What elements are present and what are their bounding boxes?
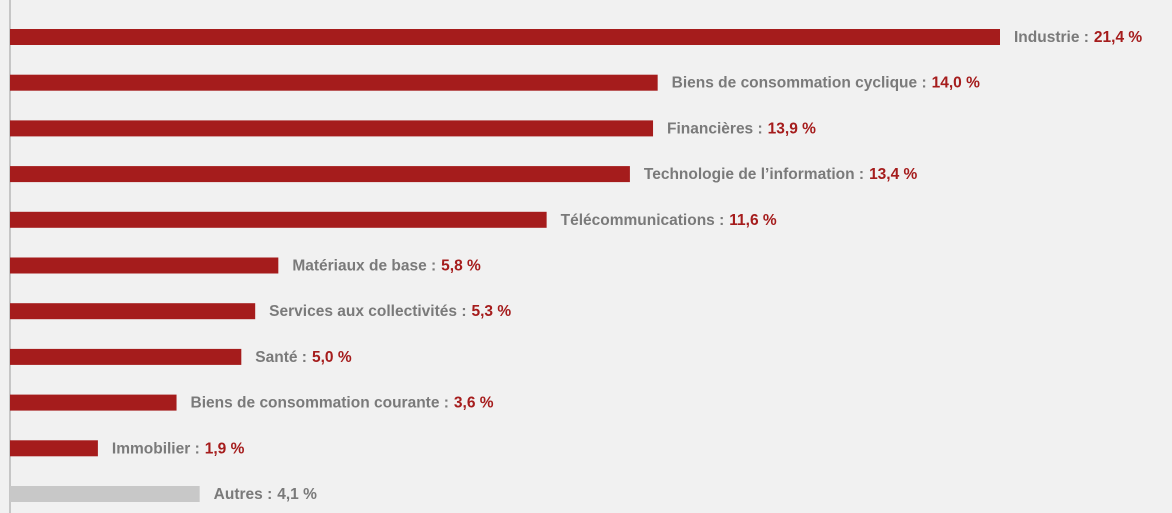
value-label: 13,9 %: [768, 120, 816, 137]
bar: [10, 211, 547, 228]
value-label: 1,9 %: [205, 440, 245, 457]
value-label: 4,1 %: [277, 486, 317, 503]
bar: [10, 29, 1000, 45]
bar: [10, 394, 177, 411]
value-label: 3,6 %: [454, 395, 494, 412]
bar-label: Financières : 13,9 %: [667, 120, 816, 137]
value-label: 21,4 %: [1094, 29, 1142, 46]
bar-label: Services aux collectivités : 5,3 %: [269, 303, 511, 320]
category-label: Industrie :: [1014, 29, 1089, 46]
category-label: Services aux collectivités :: [269, 303, 466, 320]
category-label: Télécommunications :: [561, 212, 725, 229]
value-label: 14,0 %: [932, 75, 980, 92]
category-label: Financières :: [667, 120, 763, 137]
bar: [10, 440, 98, 457]
bar-label: Immobilier : 1,9 %: [112, 440, 245, 457]
bar-label: Autres :4,1 %: [214, 486, 317, 503]
value-label: 5,8 %: [441, 258, 481, 275]
bar-label: Industrie : 21,4 %: [1014, 29, 1142, 46]
bar: [10, 120, 654, 137]
value-label: 11,6 %: [729, 212, 777, 229]
category-label: Autres :: [214, 486, 273, 503]
bar: [10, 257, 279, 274]
category-label: Santé :: [255, 349, 307, 366]
bar: [10, 303, 256, 320]
bar: [10, 348, 242, 365]
bar: [10, 166, 630, 183]
value-label: 5,0 %: [312, 349, 352, 366]
bar: [10, 486, 200, 502]
bar-label: Télécommunications :11,6 %: [561, 212, 777, 229]
category-label: Technologie de l’information :: [644, 166, 864, 183]
value-label: 5,3 %: [471, 303, 511, 320]
value-label: 13,4 %: [869, 166, 917, 183]
bar-label: Biens de consommation cyclique : 14,0 %: [672, 75, 980, 92]
bar-label: Santé : 5,0 %: [255, 349, 352, 366]
category-label: Biens de consommation cyclique :: [672, 75, 927, 92]
category-label: Immobilier :: [112, 440, 200, 457]
category-label: Biens de consommation courante :: [191, 395, 449, 412]
bar: [10, 74, 658, 91]
bar-label: Technologie de l’information : 13,4 %: [644, 166, 918, 183]
bar-label: Biens de consommation courante : 3,6 %: [191, 395, 494, 412]
category-label: Matériaux de base :: [292, 258, 436, 275]
bar-label: Matériaux de base : 5,8 %: [292, 258, 481, 275]
